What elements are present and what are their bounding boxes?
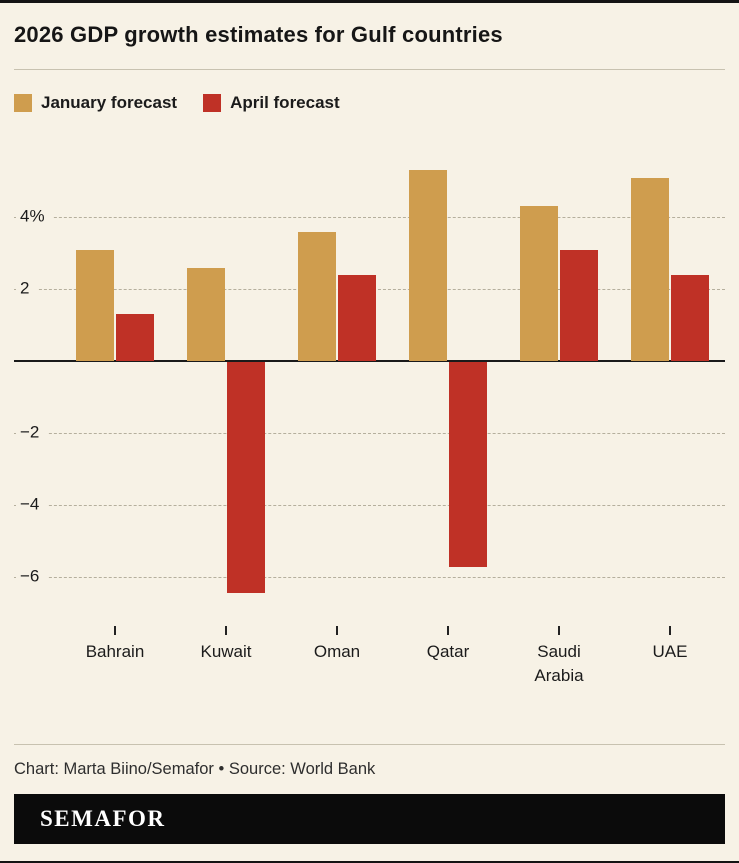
bar-april-uae xyxy=(671,274,709,362)
gridline--6 xyxy=(14,577,725,579)
gridline-4 xyxy=(14,217,725,219)
x-axis-label-oman: Oman xyxy=(313,642,361,661)
bar-january-bahrain xyxy=(76,249,114,362)
bar-january-saudi-arabia xyxy=(520,206,558,362)
x-axis-label-kuwait: Kuwait xyxy=(200,642,252,661)
x-axis-label-uae: UAE xyxy=(652,642,688,661)
y-axis-label--6: −6 xyxy=(16,565,48,588)
zero-axis-line xyxy=(14,360,725,363)
footer-credit: Chart: Marta Biino/Semafor • Source: Wor… xyxy=(14,760,376,778)
bar-april-kuwait xyxy=(227,362,265,593)
legend-swatch-january xyxy=(14,94,32,112)
x-tick-oman xyxy=(336,626,338,635)
bar-january-qatar xyxy=(409,170,447,362)
page-title: 2026 GDP growth estimates for Gulf count… xyxy=(14,22,503,47)
gridline--4 xyxy=(14,505,725,507)
y-axis-label-4: 4% xyxy=(16,205,53,228)
semafor-logo: SEMAFOR xyxy=(40,806,166,831)
legend-item-january: January forecast xyxy=(14,93,177,113)
x-tick-saudi-arabia xyxy=(558,626,560,635)
y-axis-label--2: −2 xyxy=(16,421,48,444)
gridline--2 xyxy=(14,433,725,435)
legend-label-april: April forecast xyxy=(230,93,340,112)
bar-april-oman xyxy=(338,274,376,362)
x-tick-kuwait xyxy=(225,626,227,635)
x-axis-label-bahrain: Bahrain xyxy=(85,642,145,661)
legend-label-january: January forecast xyxy=(41,93,178,112)
chart: 4% 2 −2 −4 −6 Bahrain Kuwait Oman Qatar Saudi Ar… xyxy=(14,138,725,688)
footer-divider xyxy=(14,744,725,745)
x-tick-uae xyxy=(669,626,671,635)
legend: January forecast April forecast xyxy=(14,92,725,114)
header-divider xyxy=(14,69,725,70)
x-axis-label-qatar: Qatar xyxy=(426,642,470,661)
bar-april-qatar xyxy=(449,362,487,568)
legend-swatch-april xyxy=(203,94,222,112)
bar-april-bahrain xyxy=(116,314,154,362)
x-axis-label-saudi-arabia: Saudi Arabia xyxy=(534,642,584,685)
y-axis-label--4: −4 xyxy=(16,493,48,516)
legend-item-april: April forecast xyxy=(203,93,340,113)
bar-january-uae xyxy=(631,177,669,362)
x-tick-qatar xyxy=(447,626,449,635)
semafor-logo-bar: SEMAFOR xyxy=(14,794,725,844)
bar-january-kuwait xyxy=(187,267,225,362)
plot-area: 4% 2 −2 −4 −6 xyxy=(14,138,725,624)
bar-january-oman xyxy=(298,231,336,362)
x-tick-bahrain xyxy=(114,626,116,635)
y-axis-label-2: 2 xyxy=(16,277,38,300)
bar-april-saudi-arabia xyxy=(560,249,598,362)
x-axis: Bahrain Kuwait Oman Qatar Saudi Arabia UAE xyxy=(14,624,725,688)
header: 2026 GDP growth estimates for Gulf count… xyxy=(0,3,739,69)
